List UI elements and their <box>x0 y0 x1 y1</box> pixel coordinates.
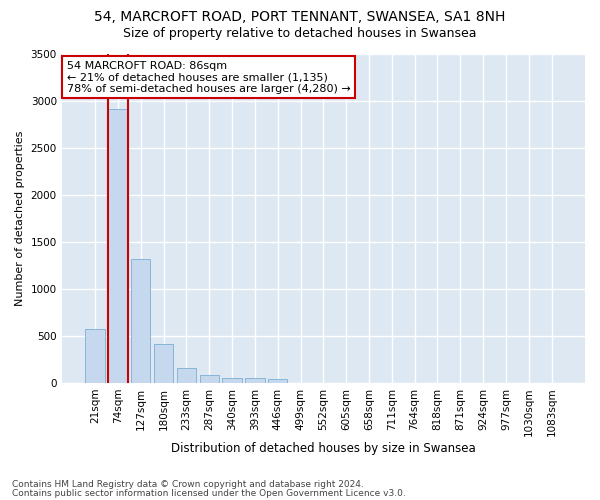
Bar <box>268 378 287 383</box>
Text: Contains HM Land Registry data © Crown copyright and database right 2024.: Contains HM Land Registry data © Crown c… <box>12 480 364 489</box>
Bar <box>108 108 128 383</box>
Bar <box>223 378 242 383</box>
Bar <box>177 368 196 383</box>
Text: 54, MARCROFT ROAD, PORT TENNANT, SWANSEA, SA1 8NH: 54, MARCROFT ROAD, PORT TENNANT, SWANSEA… <box>94 10 506 24</box>
Bar <box>200 376 219 383</box>
X-axis label: Distribution of detached houses by size in Swansea: Distribution of detached houses by size … <box>171 442 476 455</box>
Bar <box>85 330 105 383</box>
Text: Size of property relative to detached houses in Swansea: Size of property relative to detached ho… <box>123 28 477 40</box>
Bar <box>131 259 151 383</box>
Bar <box>245 378 265 383</box>
Y-axis label: Number of detached properties: Number of detached properties <box>15 131 25 306</box>
Text: Contains public sector information licensed under the Open Government Licence v3: Contains public sector information licen… <box>12 488 406 498</box>
Bar <box>154 344 173 383</box>
Text: 54 MARCROFT ROAD: 86sqm
← 21% of detached houses are smaller (1,135)
78% of semi: 54 MARCROFT ROAD: 86sqm ← 21% of detache… <box>67 60 350 94</box>
